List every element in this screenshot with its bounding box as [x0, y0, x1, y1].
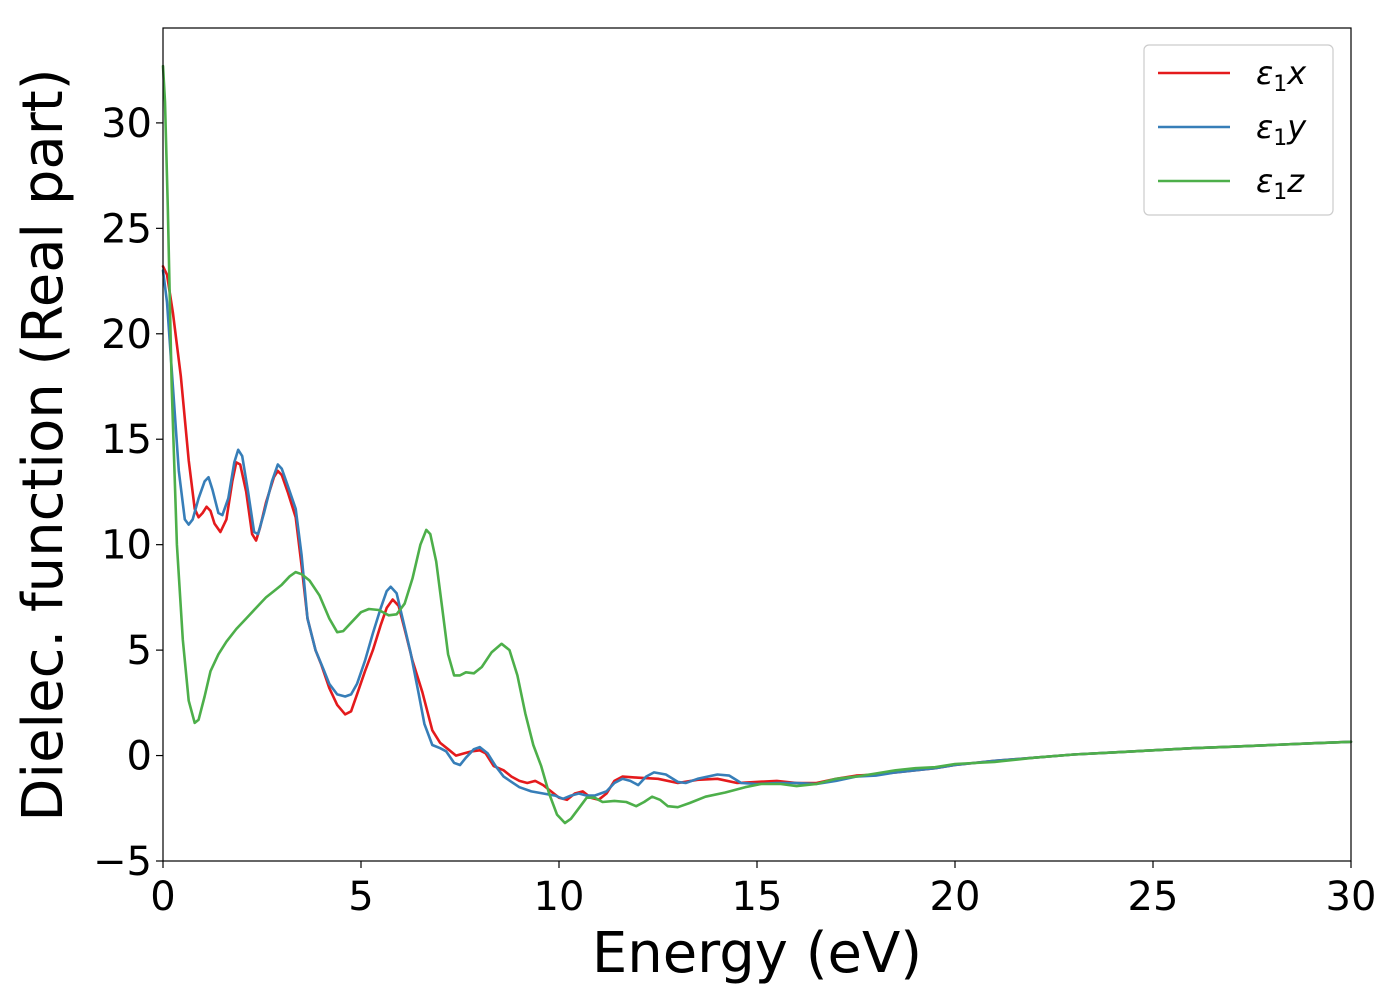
plot-lines — [161, 64, 1353, 825]
y-tick-label: 0 — [127, 734, 152, 780]
legend: ε1x ε1y ε1z — [1143, 44, 1334, 216]
y-tick-label: 5 — [127, 628, 152, 674]
x-tick-label: 30 — [1326, 874, 1377, 920]
x-tick-label: 10 — [534, 874, 585, 920]
y-tick-label: 30 — [101, 101, 152, 147]
x-axis-title: Energy (eV) — [592, 921, 922, 986]
y-tick-label: 20 — [101, 312, 152, 358]
y-tick-label: 25 — [101, 206, 152, 252]
legend-box — [1143, 44, 1334, 216]
y-tick-label: −5 — [93, 839, 152, 885]
x-axis-ticks: 0 5 10 15 20 25 30 — [150, 861, 1376, 920]
y-axis-ticks: −5 0 5 10 15 20 25 30 — [93, 101, 163, 885]
x-tick-label: 0 — [150, 874, 175, 920]
y-tick-label: 15 — [101, 417, 152, 463]
x-tick-label: 5 — [348, 874, 373, 920]
legend-label-z: ε1z — [1256, 162, 1305, 205]
legend-label-y: ε1y — [1256, 108, 1307, 151]
x-tick-label: 25 — [1128, 874, 1179, 920]
legend-label-x: ε1x — [1256, 54, 1307, 97]
x-tick-label: 20 — [930, 874, 981, 920]
y-tick-label: 10 — [101, 523, 152, 569]
x-tick-label: 15 — [732, 874, 783, 920]
series-line-z — [161, 64, 1353, 825]
y-axis-title: Dielec. function (Real part) — [11, 68, 76, 821]
